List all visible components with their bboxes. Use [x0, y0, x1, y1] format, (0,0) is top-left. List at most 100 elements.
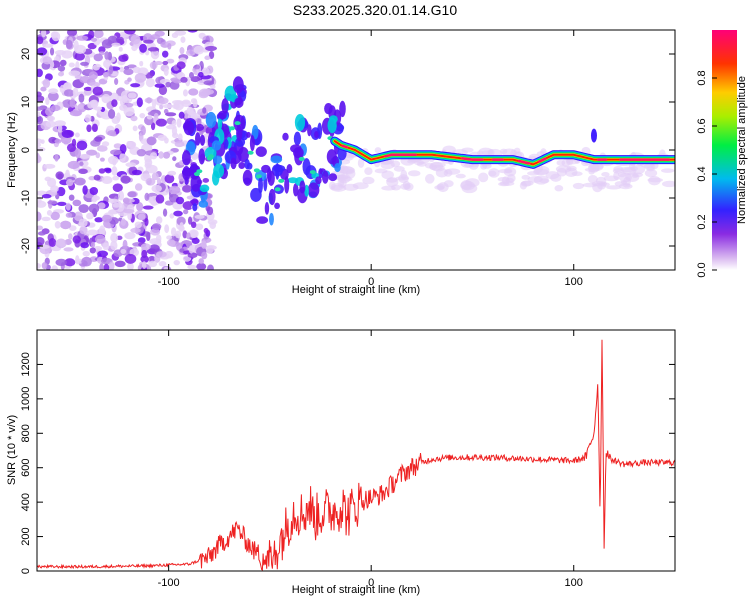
- haze-blob: [545, 171, 560, 180]
- noise-blob: [145, 77, 155, 88]
- noise-blob: [68, 70, 81, 77]
- noise-blob: [150, 49, 160, 60]
- noise-blob: [65, 39, 73, 49]
- noise-blob: [94, 217, 104, 223]
- noise-blob: [73, 211, 83, 222]
- noise-blob: [108, 261, 115, 270]
- noise-blob: [140, 125, 146, 136]
- noise-blob: [127, 92, 137, 99]
- noise-blob: [37, 111, 41, 118]
- noise-blob: [48, 238, 57, 247]
- colorbar-tick-label: 0.2: [696, 214, 708, 229]
- noise-blob: [37, 211, 42, 222]
- noise-blob: [155, 118, 167, 127]
- noise-blob: [41, 30, 47, 38]
- noise-blob: [124, 253, 137, 264]
- noise-blob: [55, 171, 64, 180]
- signal-peak: [274, 187, 281, 192]
- noise-blob: [76, 140, 88, 151]
- noise-blob: [39, 244, 50, 249]
- noise-blob: [102, 71, 110, 78]
- noise-blob: [72, 235, 81, 244]
- x-tick-label: 100: [565, 577, 583, 589]
- noise-blob: [110, 149, 122, 156]
- noise-blob: [37, 153, 41, 163]
- noise-blob: [188, 72, 194, 79]
- noise-blob: [188, 88, 199, 96]
- spectrogram-image: [37, 30, 675, 270]
- noise-blob: [65, 178, 74, 187]
- signal-peak: [247, 150, 254, 155]
- colorbar-tick-label: 0.4: [696, 166, 708, 181]
- noise-blob: [122, 239, 128, 250]
- noise-blob: [86, 124, 92, 133]
- y-tick-label: 10: [20, 96, 32, 108]
- noise-blob: [134, 221, 142, 229]
- noise-blob: [78, 204, 89, 213]
- noise-blob: [158, 261, 167, 267]
- haze-blob: [339, 176, 353, 182]
- noise-blob: [119, 143, 127, 154]
- noise-blob: [65, 169, 70, 178]
- signal-blob: [314, 131, 319, 139]
- haze-blob: [521, 174, 530, 180]
- noise-blob: [116, 95, 123, 101]
- noise-blob: [186, 195, 196, 200]
- noise-blob: [47, 177, 57, 188]
- noise-blob: [130, 227, 141, 233]
- noise-blob: [210, 84, 216, 90]
- noise-blob: [74, 132, 80, 138]
- noise-blob: [37, 142, 41, 148]
- noise-blob: [103, 59, 112, 69]
- noise-blob: [116, 112, 121, 122]
- noise-blob: [120, 218, 127, 226]
- haze-blob: [408, 170, 421, 177]
- noise-blob: [117, 190, 125, 201]
- y-tick-label: 600: [20, 459, 32, 477]
- noise-blob: [191, 237, 200, 244]
- noise-blob: [205, 45, 218, 52]
- signal-peak: [253, 168, 260, 173]
- noise-blob: [150, 122, 156, 131]
- haze-blob: [622, 183, 631, 188]
- noise-blob: [78, 93, 85, 103]
- noise-blob: [204, 55, 211, 61]
- signal-peak: [206, 156, 213, 161]
- noise-blob: [154, 83, 165, 88]
- signal-blob: [199, 134, 206, 146]
- noise-blob: [202, 107, 207, 114]
- noise-blob: [66, 30, 78, 37]
- spike-blob: [590, 128, 597, 143]
- noise-blob: [101, 141, 110, 147]
- haze-blob: [460, 180, 473, 190]
- signal-blob: [284, 176, 290, 194]
- noise-blob: [90, 99, 99, 108]
- y-tick-label: 200: [20, 527, 32, 545]
- noise-blob: [159, 104, 164, 110]
- signal-blob: [246, 131, 251, 138]
- haze-blob: [386, 176, 399, 187]
- noise-blob: [77, 103, 84, 110]
- signal-blob: [264, 202, 270, 215]
- signal-blob: [217, 117, 223, 130]
- signal-peak: [229, 126, 236, 131]
- noise-blob: [91, 197, 98, 203]
- noise-blob: [47, 200, 58, 205]
- noise-blob: [146, 115, 153, 120]
- noise-blob: [88, 71, 98, 80]
- noise-blob: [186, 49, 196, 57]
- haze-blob: [613, 165, 624, 173]
- signal-blob: [334, 163, 341, 173]
- noise-blob: [193, 45, 205, 55]
- noise-blob: [37, 36, 44, 45]
- noise-blob: [48, 88, 59, 94]
- noise-blob: [162, 60, 169, 66]
- noise-blob: [37, 68, 43, 78]
- noise-blob: [203, 227, 209, 234]
- noise-blob: [54, 50, 67, 56]
- noise-blob: [73, 40, 79, 51]
- signal-blob: [293, 131, 302, 146]
- haze-blob: [527, 176, 543, 183]
- haze-blob: [478, 172, 489, 183]
